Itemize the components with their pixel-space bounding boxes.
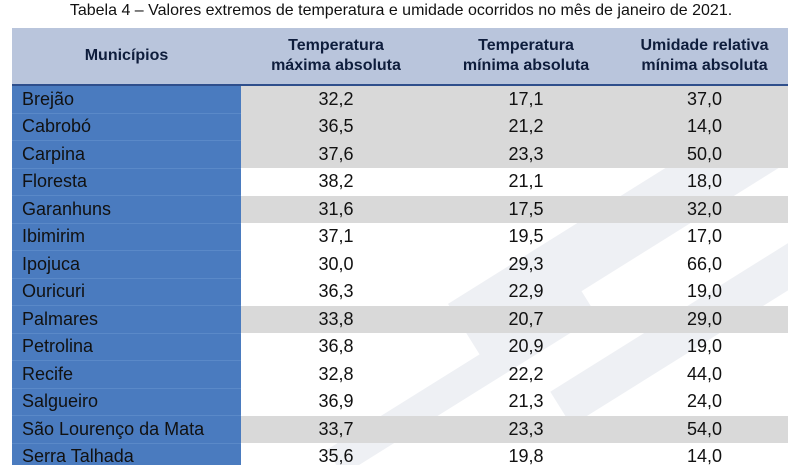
header-temp-min-line1: Temperatura — [478, 37, 574, 54]
temp-max-cell: 36,9 — [318, 391, 354, 412]
umidade-cell: 18,0 — [686, 171, 723, 192]
header-row: Municípios Temperatura máxima absoluta T… — [12, 28, 788, 86]
umidade-cell: 37,0 — [621, 85, 788, 113]
municipio-cell: Carpina — [12, 140, 241, 169]
temp-min-cell: 17,1 — [431, 85, 621, 113]
municipio-cell: Ibimirim — [12, 223, 241, 251]
table-row: Ibimirim 37,1 19,5 17,0 — [12, 223, 788, 251]
umidade-cell: 54,0 — [621, 415, 788, 443]
table-row: Serra Talhada 35,6 19,8 14,0 — [12, 443, 788, 465]
temp-max-cell: 33,7 — [241, 415, 431, 443]
municipio-cell: Petrolina — [12, 333, 241, 361]
umidade-cell: 14,0 — [621, 113, 788, 141]
umidade-cell: 24,0 — [686, 391, 723, 412]
table-row: Carpina 37,6 23,3 50,0 — [12, 140, 788, 169]
temp-min-cell: 22,9 — [508, 281, 544, 302]
temp-min-cell: 21,1 — [508, 171, 544, 192]
table-row: Floresta 38,2 21,1 18,0 — [12, 168, 788, 196]
table-row: Recife 32,8 22,2 44,0 — [12, 360, 788, 389]
header-temp-min: Temperatura mínima absoluta — [431, 28, 621, 86]
header-umidade-line2: mínima absoluta — [641, 57, 768, 74]
municipio-cell: Garanhuns — [12, 195, 241, 224]
umidade-cell: 32,0 — [621, 195, 788, 223]
table-row: Petrolina 36,8 20,9 19,0 — [12, 333, 788, 361]
temp-min-cell: 20,9 — [508, 336, 544, 357]
temp-min-cell: 20,7 — [431, 305, 621, 333]
umidade-cell: 29,0 — [621, 305, 788, 333]
temp-max-cell: 37,1 — [318, 226, 354, 247]
header-temp-max-line1: Temperatura — [288, 37, 384, 54]
header-umidade-line1: Umidade relativa — [640, 37, 769, 54]
data-table: Municípios Temperatura máxima absoluta T… — [12, 28, 788, 465]
header-municipios: Municípios — [12, 28, 241, 86]
umidade-cell: 14,0 — [621, 443, 788, 465]
temp-min-cell: 19,5 — [508, 226, 544, 247]
umidade-cell: 17,0 — [686, 226, 723, 247]
header-municipios-label: Municípios — [84, 47, 169, 64]
municipio-cell: Ipojuca — [12, 250, 241, 279]
temp-min-cell: 29,3 — [508, 253, 544, 274]
umidade-cell: 50,0 — [621, 140, 788, 168]
temp-min-cell: 19,8 — [431, 443, 621, 465]
umidade-cell: 44,0 — [686, 363, 723, 384]
temp-min-cell: 21,2 — [431, 113, 621, 141]
municipio-cell: Salgueiro — [12, 388, 241, 416]
municipio-cell: Floresta — [12, 168, 241, 196]
temp-max-cell: 35,6 — [241, 443, 431, 465]
table-row: Ouricuri 36,3 22,9 19,0 — [12, 278, 788, 306]
temp-min-cell: 21,3 — [508, 391, 544, 412]
table-caption: Tabela 4 – Valores extremos de temperatu… — [69, 2, 733, 19]
header-temp-min-line2: mínima absoluta — [462, 57, 590, 74]
temp-max-cell: 32,2 — [241, 85, 431, 113]
temp-min-cell: 22,2 — [508, 363, 544, 384]
temp-min-cell: 17,5 — [431, 195, 621, 223]
temp-max-cell: 36,8 — [318, 336, 354, 357]
municipio-cell: Brejão — [12, 85, 241, 114]
temp-max-cell: 32,8 — [318, 363, 354, 384]
temp-max-cell: 33,8 — [241, 305, 431, 333]
temp-max-cell: 37,6 — [241, 140, 431, 168]
umidade-cell: 19,0 — [686, 336, 723, 357]
temp-max-cell: 38,2 — [318, 171, 354, 192]
table-row: Palmares 33,8 20,7 29,0 — [12, 305, 788, 334]
municipio-cell: Serra Talhada — [12, 443, 241, 465]
temp-max-cell: 36,5 — [241, 113, 431, 141]
header-temp-max: Temperatura máxima absoluta — [241, 28, 431, 86]
table-row: Ipojuca 30,0 29,3 66,0 — [12, 250, 788, 279]
municipio-cell: Recife — [12, 360, 241, 389]
table-body: Brejão 32,2 17,1 37,0 Cabrobó 36,5 21,2 14,0 Car… — [12, 85, 788, 465]
table-row: São Lourenço da Mata 33,7 23,3 54,0 — [12, 415, 788, 444]
header-umidade: Umidade relativa mínima absoluta — [621, 28, 788, 86]
table-row: Salgueiro 36,9 21,3 24,0 — [12, 388, 788, 416]
temp-max-cell: 30,0 — [318, 253, 354, 274]
municipio-cell: Cabrobó — [12, 113, 241, 141]
temp-min-cell: 23,3 — [431, 415, 621, 443]
data-table-container: Municípios Temperatura máxima absoluta T… — [12, 28, 788, 465]
temp-max-cell: 36,3 — [318, 281, 354, 302]
municipio-cell: Ouricuri — [12, 278, 241, 306]
table-row: Garanhuns 31,6 17,5 32,0 — [12, 195, 788, 224]
table-row: Cabrobó 36,5 21,2 14,0 — [12, 113, 788, 141]
temp-max-cell: 31,6 — [241, 195, 431, 223]
temp-min-cell: 23,3 — [431, 140, 621, 168]
header-temp-max-line2: máxima absoluta — [271, 57, 401, 74]
table-row: Brejão 32,2 17,1 37,0 — [12, 85, 788, 114]
table-header: Municípios Temperatura máxima absoluta T… — [12, 28, 788, 86]
municipio-cell: Palmares — [12, 305, 241, 334]
umidade-cell: 66,0 — [686, 253, 723, 274]
umidade-cell: 19,0 — [686, 281, 723, 302]
municipio-cell: São Lourenço da Mata — [12, 415, 241, 444]
